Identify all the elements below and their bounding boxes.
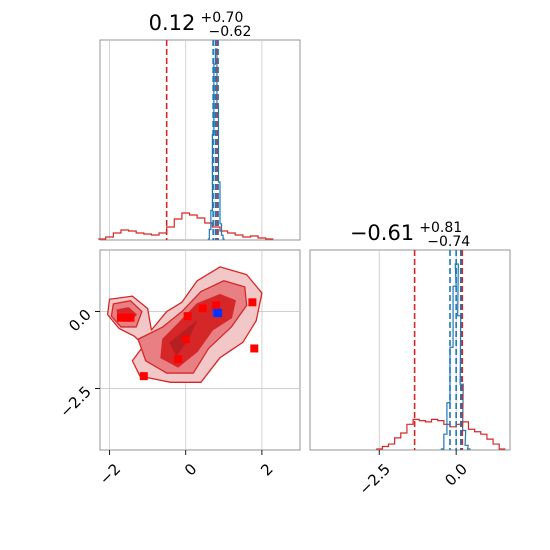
panel-4-red-hist [376,418,506,450]
panel-4-title-main: −0.61 [350,221,414,245]
panel-3-x-ticks: −2 0 2 [96,450,277,488]
p3-red-square-5 [181,335,190,344]
p3-xtick-label-0: −2 [96,460,124,488]
panel-1-frame [99,39,301,241]
panel-1-grid [109,40,263,240]
panel-4-quantile-lines [413,250,464,450]
p3-red-square-4 [183,312,192,321]
panel-4-title-sub: −0.74 [427,234,470,250]
panel-3-frame [99,249,301,451]
histogram-panel-param-2: −2.5 0.0 −0.61 +0.81 −0.74 [309,217,511,499]
p3-ytick-label-0: 0.0 [65,306,95,336]
panel-1-title-main: 0.12 [149,11,196,35]
panel-3-points [116,298,259,381]
contour-panel-param-1-vs-2: −2 0 2 0.0 −2.5 [56,249,301,488]
p4-red-line [376,418,506,450]
panel-1-quantile-lines [165,40,219,240]
panel-1-red-hist [98,212,274,240]
panel-1-title-sub: −0.62 [208,24,251,40]
panel-4-frame [309,249,511,451]
p3-ytick-label-1: −2.5 [56,383,94,421]
p4-xtick-label-1: 0.0 [441,460,471,490]
panel-3-contours [106,266,263,383]
p3-red-square-9 [248,298,257,307]
p3-red-square-0 [116,313,125,322]
p3-red-square-10 [250,344,259,353]
p4-xtick-label-0: −2.5 [355,460,393,498]
panel-4-title-sup: +0.81 [419,220,462,236]
panel-4-x-ticks: −2.5 0.0 [355,450,471,499]
histogram-panel-param-1: 0.12 +0.70 −0.62 [98,7,301,241]
p3-xtick-label-2: 2 [257,460,276,479]
p3-red-square-3 [139,372,148,381]
p3-red-square-2 [126,313,135,322]
p3-red-square-6 [174,355,183,364]
p3-red-square-7 [198,304,207,313]
panel-3-y-ticks: 0.0 −2.5 [56,306,100,421]
p3-red-square-8 [212,301,221,310]
panel-1-title-sup: +0.70 [200,10,243,26]
p3-blue-square-0 [214,309,223,318]
p3-xtick-label-1: 0 [181,460,200,479]
panel-4-title: −0.61 +0.81 −0.74 [350,217,470,250]
panel-1-title: 0.12 +0.70 −0.62 [149,7,252,40]
